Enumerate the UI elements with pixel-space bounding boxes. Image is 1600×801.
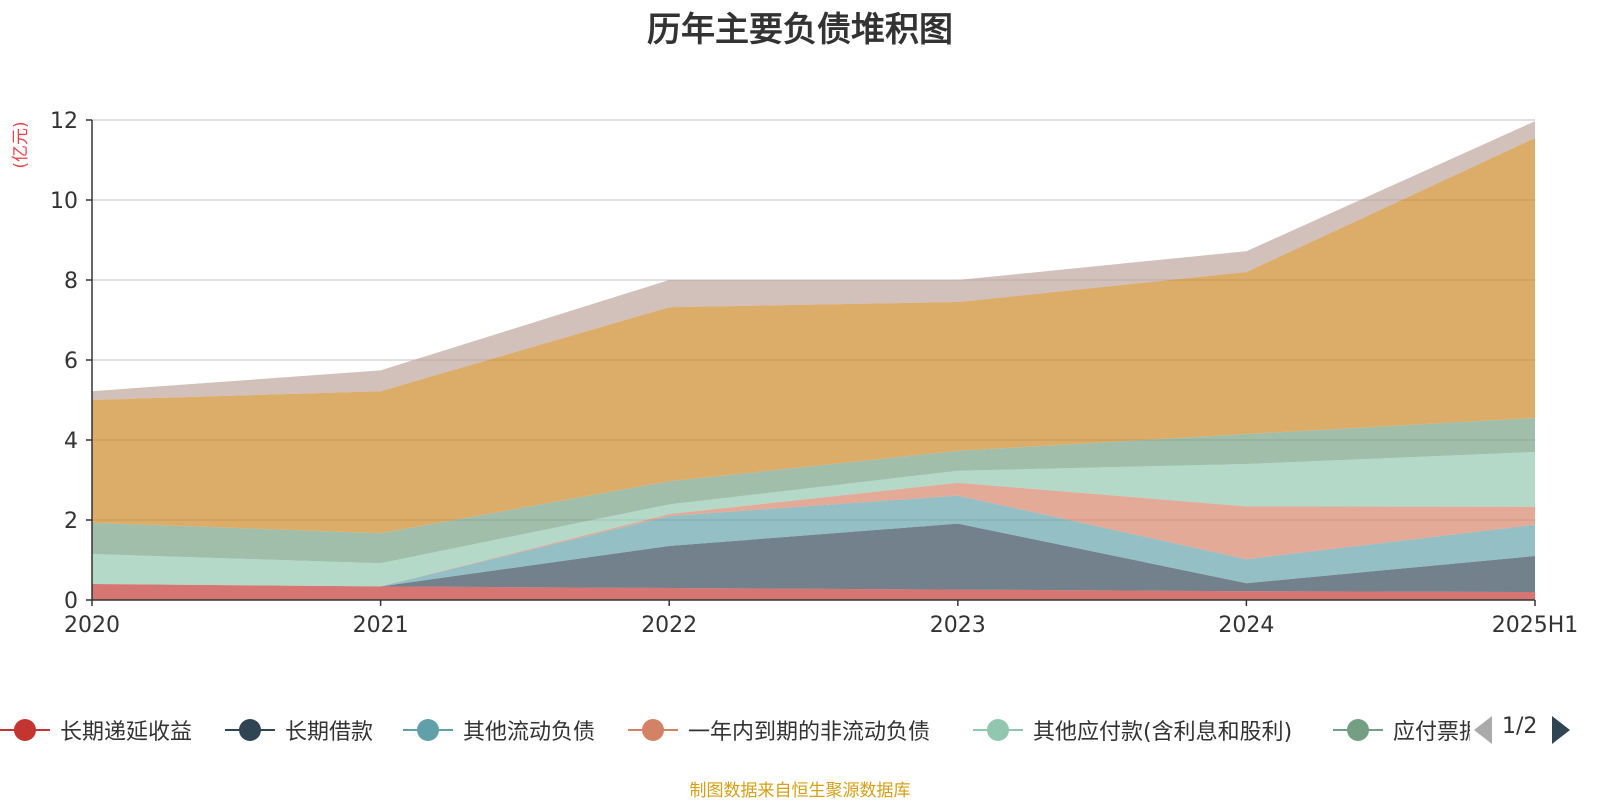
legend-prev-page-icon[interactable] xyxy=(1474,716,1492,744)
legend-item[interactable]: 其他应付款(含利息和股利) xyxy=(973,710,1292,750)
y-tick-label: 12 xyxy=(50,109,78,134)
legend-item[interactable]: 应付票据 xyxy=(1333,710,1470,750)
y-tick-label: 10 xyxy=(50,189,78,214)
legend-marker-icon xyxy=(0,715,50,745)
legend-item[interactable]: 长期借款 xyxy=(225,710,373,750)
legend-marker-icon xyxy=(628,715,678,745)
area-series-5 xyxy=(92,418,1535,564)
x-tick-label: 2020 xyxy=(64,613,120,638)
legend-item[interactable]: 其他流动负债 xyxy=(403,710,595,750)
legend-next-page-icon[interactable] xyxy=(1552,716,1570,744)
area-series-1 xyxy=(92,523,1535,592)
legend-label: 一年内到期的非流动负债 xyxy=(688,720,931,745)
y-tick-label: 6 xyxy=(64,349,78,374)
y-tick-label: 0 xyxy=(64,589,78,614)
x-tick-label: 2022 xyxy=(641,613,697,638)
legend-marker-icon xyxy=(1333,715,1383,745)
legend-page-indicator: 1/2 xyxy=(1502,714,1538,739)
legend-pager: 1/2 xyxy=(1470,710,1600,750)
legend-label: 其他流动负债 xyxy=(463,720,596,745)
source-note: 制图数据来自恒生聚源数据库 xyxy=(689,781,911,801)
legend: 长期递延收益 长期借款 其他流动负债 一年内到期的非流动负债 其他应付款(含利息和股利)… xyxy=(0,710,1600,750)
area-series-0 xyxy=(92,584,1535,600)
x-tick-label: 2023 xyxy=(930,613,986,638)
legend-items: 长期递延收益 长期借款 其他流动负债 一年内到期的非流动负债 其他应付款(含利息和股利)… xyxy=(0,710,1470,750)
y-tick-label: 2 xyxy=(64,509,78,534)
area-layer xyxy=(92,121,1535,600)
area-series-6 xyxy=(92,138,1535,534)
legend-label: 长期递延收益 xyxy=(60,720,193,745)
y-tick-label: 8 xyxy=(64,269,78,294)
legend-label: 其他应付款(含利息和股利) xyxy=(1033,720,1293,745)
legend-marker-icon xyxy=(403,715,453,745)
legend-item[interactable]: 长期递延收益 xyxy=(0,710,192,750)
y-axis-title: (亿元) xyxy=(11,121,31,168)
legend-item[interactable]: 一年内到期的非流动负债 xyxy=(628,710,930,750)
legend-marker-icon xyxy=(973,715,1023,745)
legend-marker-icon xyxy=(225,715,275,745)
chart-title: 历年主要负债堆积图 xyxy=(647,10,953,50)
x-tick-label: 2025H1 xyxy=(1492,613,1579,638)
legend-label: 应付票据 xyxy=(1393,720,1470,745)
area-series-2 xyxy=(92,495,1535,587)
y-tick-label: 4 xyxy=(64,429,78,454)
area-series-7 xyxy=(92,121,1535,400)
area-series-3 xyxy=(92,482,1535,587)
area-series-4 xyxy=(92,452,1535,587)
axis-layer: 0 2 4 6 8 10 12 2020 2021 2022 2023 2024 2025H1 xyxy=(50,109,1578,638)
x-tick-label: 2024 xyxy=(1218,613,1274,638)
x-tick-label: 2021 xyxy=(353,613,409,638)
legend-label: 长期借款 xyxy=(285,720,374,745)
